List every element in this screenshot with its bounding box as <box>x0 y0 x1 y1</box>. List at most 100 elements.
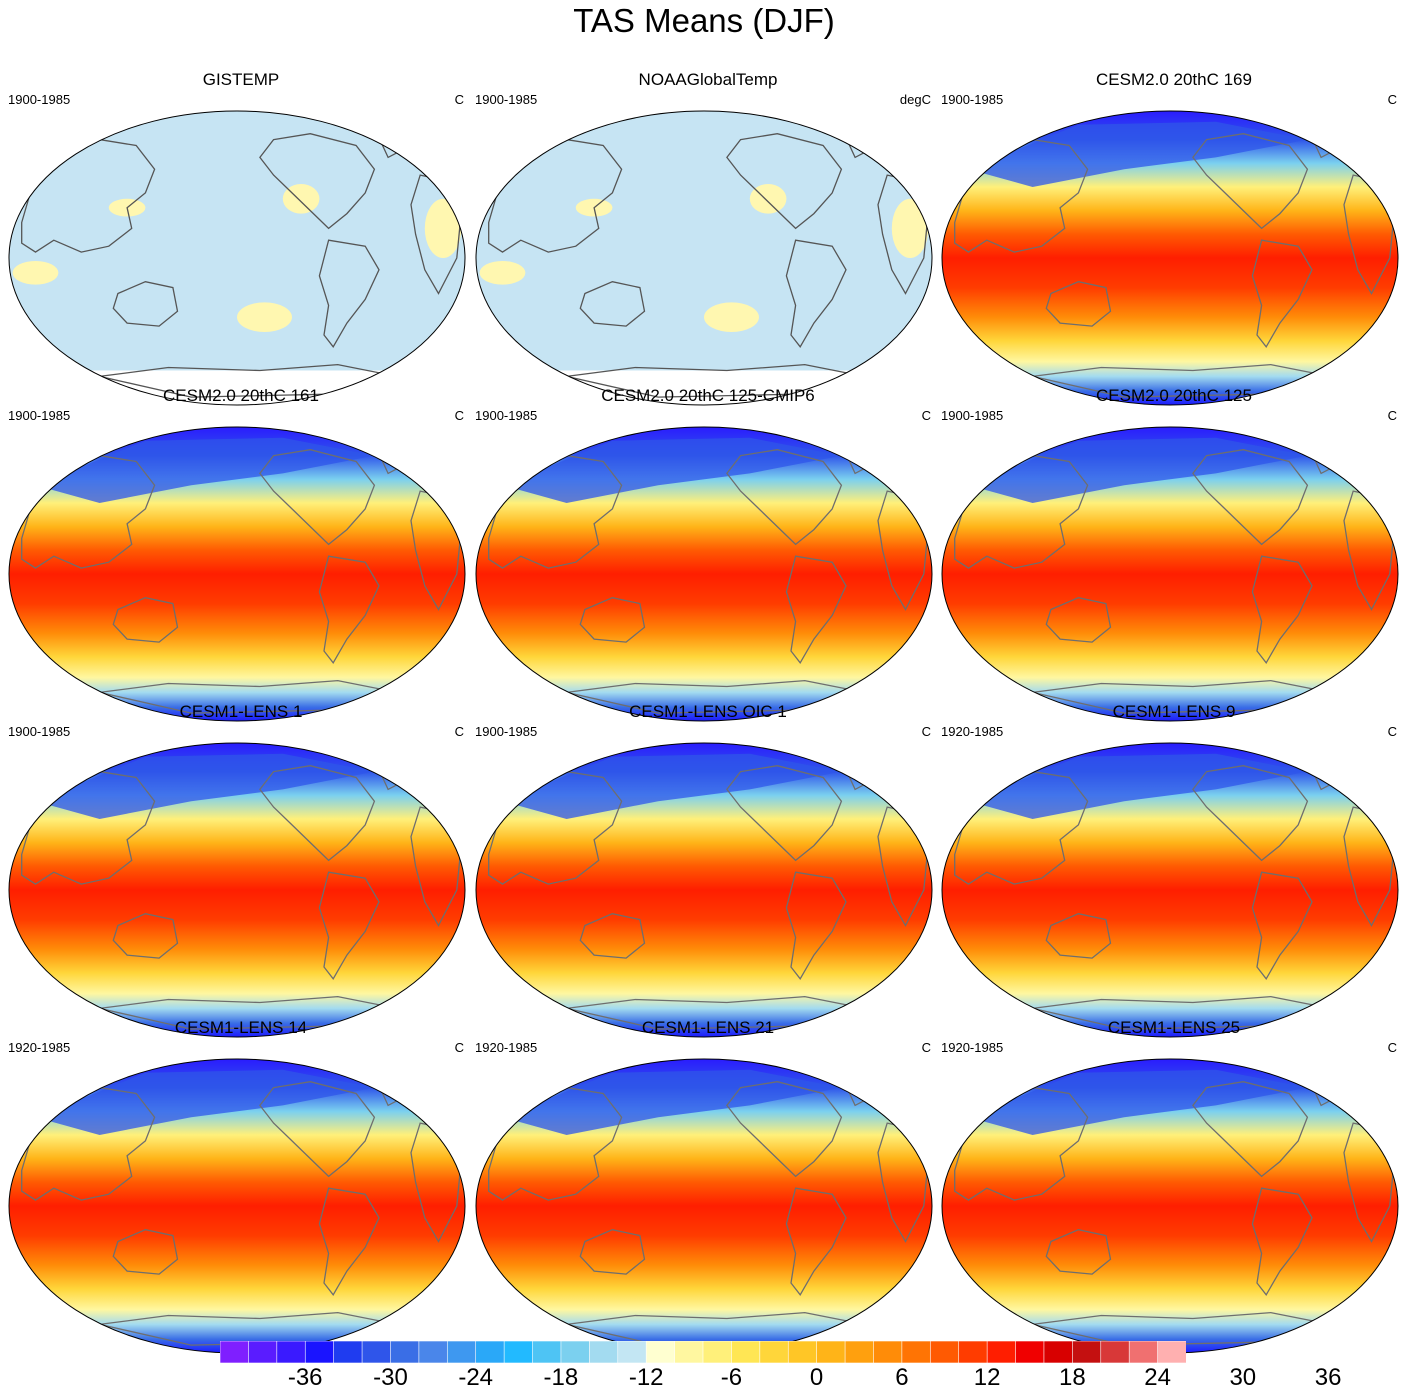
colorbar-swatch <box>446 1341 477 1363</box>
panel-period: 1900-1985 <box>8 92 71 107</box>
colorbar-swatch <box>674 1341 704 1363</box>
map-border <box>475 110 933 406</box>
panel-title: CESM1-LENS 14 <box>174 1018 308 1037</box>
panel-period: 1920-1985 <box>941 1040 1004 1055</box>
coastline <box>112 1229 179 1275</box>
figure-title: TAS Means (DJF) <box>573 2 835 39</box>
coastline <box>1251 871 1313 980</box>
coastline <box>785 1187 847 1296</box>
coastline <box>318 871 380 980</box>
panel-period: 1900-1985 <box>8 408 71 423</box>
coastline <box>1251 239 1313 348</box>
colorbar-swatch <box>560 1341 590 1363</box>
coastline <box>1192 449 1309 546</box>
coastline <box>112 281 179 327</box>
coastline <box>259 449 376 546</box>
coastline <box>566 995 865 1030</box>
map-border <box>941 426 1399 722</box>
coastline <box>726 449 843 546</box>
panel-title: CESM1-LENS 1 <box>179 702 303 721</box>
coastline <box>726 765 843 862</box>
map-border <box>941 742 1399 1038</box>
colorbar-swatch <box>1100 1341 1130 1363</box>
colorbar-tick-label: 30 <box>1229 1364 1257 1391</box>
coastline <box>785 239 847 348</box>
panel-title: GISTEMP <box>202 70 280 89</box>
map-border <box>8 110 466 406</box>
coastline <box>1192 133 1309 230</box>
colorbar-tick-label: -6 <box>720 1364 743 1391</box>
map-panel: CESM1-LENS 9 1920-1985 C <box>941 702 1407 1038</box>
colorbar-tick-label: -24 <box>458 1364 494 1391</box>
panel-period: 1900-1985 <box>475 724 538 739</box>
map-panel: CESM2.0 20thC 161 1900-1985 C <box>8 386 474 722</box>
coastline <box>1045 281 1112 327</box>
coastline <box>112 597 179 643</box>
map-panel: CESM1-LENS OIC 1 1900-1985 C <box>475 702 941 1038</box>
colorbar-tick-label: -12 <box>628 1364 664 1391</box>
world-map <box>8 110 466 406</box>
world-map <box>8 1058 466 1354</box>
coastline <box>259 133 376 230</box>
panel-title: NOAAGlobalTemp <box>638 70 778 89</box>
coastline <box>579 1229 646 1275</box>
world-map <box>475 1058 933 1354</box>
coastline <box>99 363 398 398</box>
coastline <box>579 597 646 643</box>
coastline <box>726 133 843 230</box>
coastline <box>726 1081 843 1178</box>
map-panel: CESM1-LENS 1 1900-1985 C <box>8 702 474 1038</box>
colorbar-tick-label: 12 <box>973 1364 1001 1391</box>
coastline <box>785 555 847 664</box>
colorbar-tick-label: -36 <box>287 1364 323 1391</box>
colorbar-swatch <box>617 1341 647 1363</box>
colorbar-swatch <box>901 1341 931 1363</box>
coastline <box>1251 1187 1313 1296</box>
colorbar-tick-label: 18 <box>1059 1364 1086 1391</box>
panel-units: C <box>454 724 464 739</box>
colorbar-labels: -36 -30 -24 -18 -12 -6 0 6 12 18 24 30 36 <box>0 1364 1408 1398</box>
coastline <box>1251 555 1313 664</box>
coastline <box>1045 597 1112 643</box>
coastline <box>99 679 398 714</box>
world-map <box>475 742 933 1038</box>
panel-units: C <box>1387 92 1397 107</box>
panel-title: CESM2.0 20thC 125 <box>1096 386 1252 405</box>
world-map <box>941 110 1399 406</box>
map-border <box>475 426 933 722</box>
coastline <box>259 765 376 862</box>
colorbar-swatch <box>475 1341 505 1363</box>
coastline <box>579 913 646 959</box>
colorbar-swatch <box>702 1341 733 1363</box>
panel-title: CESM1-LENS 9 <box>1112 702 1236 721</box>
panel-period: 1900-1985 <box>8 724 71 739</box>
colorbar-swatch <box>1157 1341 1186 1363</box>
colorbar-swatch <box>873 1341 903 1363</box>
world-map <box>941 1058 1399 1354</box>
coastline <box>1032 995 1331 1030</box>
map-panel: GISTEMP 1900-1985 C <box>8 70 474 406</box>
colorbar-swatch <box>589 1341 619 1363</box>
panel-period: 1900-1985 <box>475 92 538 107</box>
panel-units: C <box>454 1040 464 1055</box>
colorbar-swatch <box>759 1341 789 1363</box>
colorbar-swatch <box>418 1341 448 1363</box>
coastline <box>318 555 380 664</box>
panel-title: CESM1-LENS 21 <box>641 1018 775 1037</box>
map-panel: CESM2.0 20thC 169 1900-1985 C <box>941 70 1407 406</box>
colorbar-swatch <box>503 1341 534 1363</box>
temperature-field <box>9 111 465 405</box>
panel-units: degC <box>899 92 931 107</box>
colorbar-swatch <box>787 1341 818 1363</box>
colorbar-swatch <box>1072 1341 1102 1363</box>
colorbar-tick-label: -18 <box>543 1364 579 1391</box>
coastline <box>112 913 179 959</box>
coastline <box>1045 913 1112 959</box>
colorbar-swatch <box>532 1341 562 1363</box>
world-map <box>8 742 466 1038</box>
panel-title: CESM1-LENS OIC 1 <box>629 702 787 721</box>
coastline <box>785 871 847 980</box>
panel-period: 1920-1985 <box>475 1040 538 1055</box>
panel-title: CESM1-LENS 25 <box>1107 1018 1241 1037</box>
coastline <box>1045 1229 1112 1275</box>
